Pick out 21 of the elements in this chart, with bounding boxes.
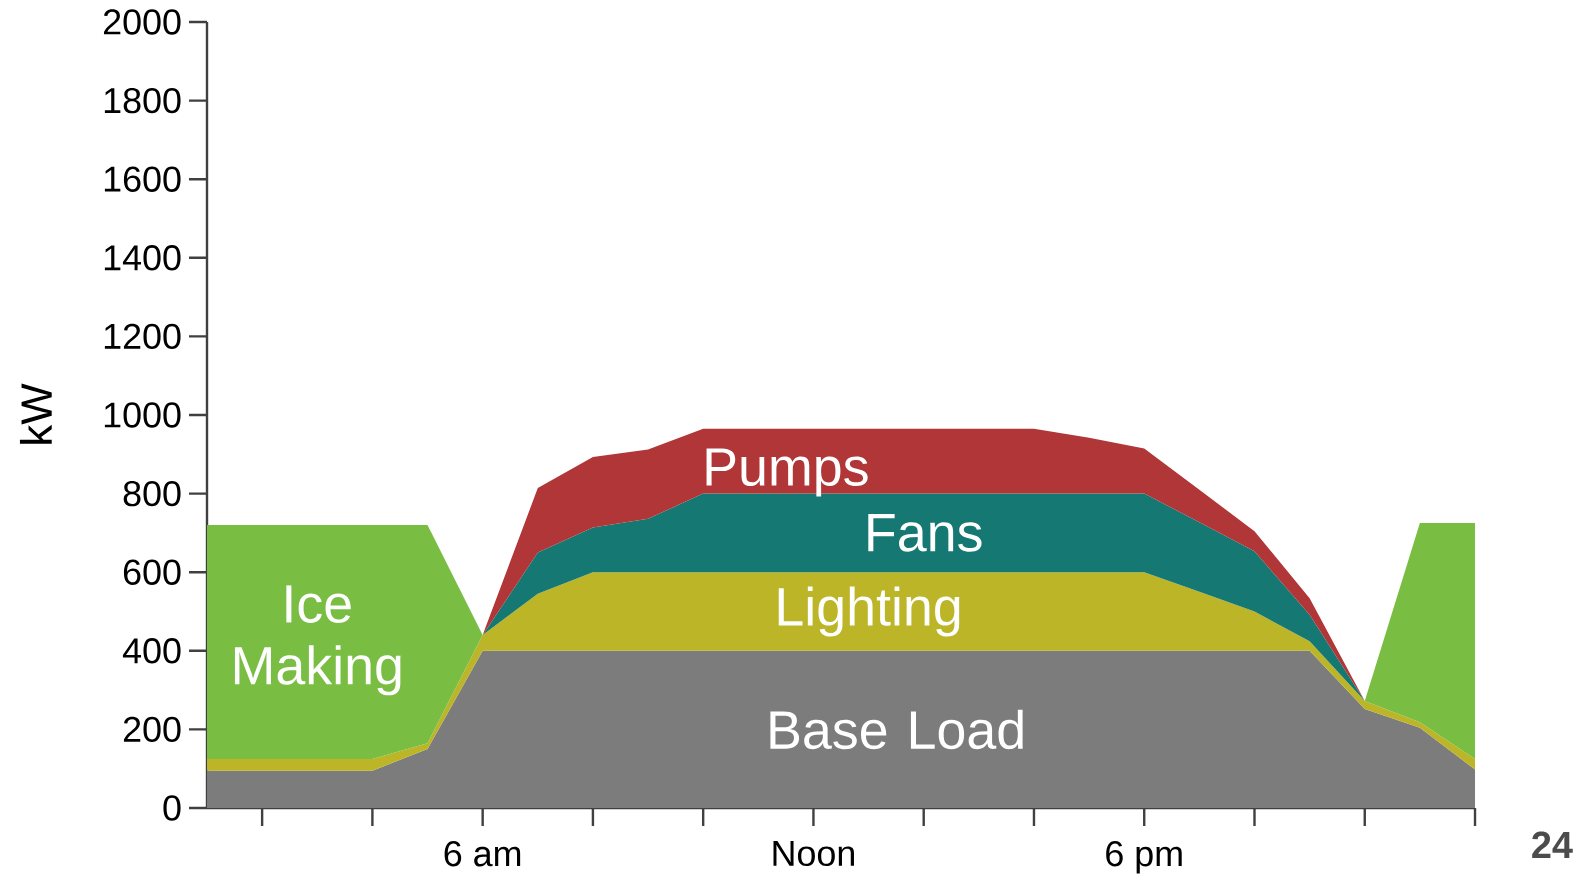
- y-tick-label: 200: [123, 716, 181, 743]
- y-tick-label: 1200: [104, 323, 181, 350]
- y-tick-label: 1800: [104, 87, 181, 114]
- series-label: Pumps: [706, 448, 868, 497]
- y-tick-label: 0: [163, 795, 181, 821]
- series-label: Fans: [868, 514, 982, 552]
- y-tick-label: 400: [122, 638, 181, 664]
- x-tick-label: 6 am: [444, 841, 521, 867]
- y-tick-label: 1400: [104, 245, 181, 271]
- series-label: Lighting: [778, 586, 960, 637]
- y-tick-label: 600: [123, 559, 181, 585]
- x-tick-label: 6 pm: [1106, 841, 1182, 874]
- y-tick-label: 800: [123, 480, 181, 507]
- series-label: Ice Making: [234, 585, 401, 696]
- x-tick-label: Noon: [773, 841, 854, 867]
- y-tick-label: 1000: [104, 402, 181, 428]
- y-tick-label: 1600: [104, 166, 181, 192]
- y-axis-title: kW: [19, 383, 52, 444]
- text: 24: [1532, 831, 1573, 858]
- y-tick-label: 2000: [103, 9, 181, 35]
- series-label: Base Load: [770, 709, 1023, 750]
